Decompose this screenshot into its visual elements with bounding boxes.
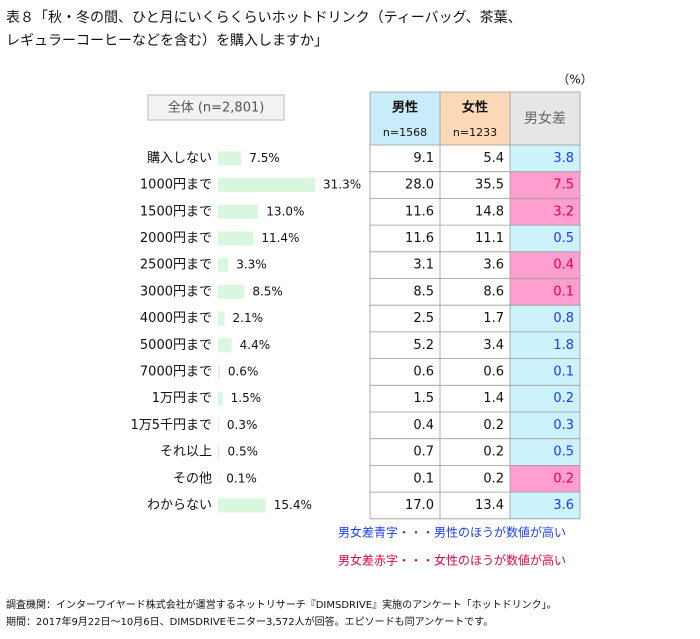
footer-line: 期間：2017年9月22日～10月6日、DIMSDRIVEモニター3,572人が… <box>6 615 493 628</box>
bar <box>218 258 228 272</box>
category-label: 3000円まで <box>140 284 212 299</box>
table-value: 5.4 <box>483 151 504 166</box>
table-value: 9.1 <box>413 151 434 166</box>
table-value: 13.4 <box>475 498 504 513</box>
table-value: 8.6 <box>483 284 504 299</box>
diff-value: 0.5 <box>553 231 574 246</box>
table-value: 11.6 <box>405 204 434 219</box>
table-value: 1.5 <box>413 391 434 406</box>
table-value: 0.7 <box>413 445 434 460</box>
category-label: 4000円まで <box>140 311 212 326</box>
note: 男女差赤字・・・女性のほうが数値が高い <box>338 553 566 568</box>
category-label: 1万5千円まで <box>130 418 212 433</box>
bar <box>218 312 225 326</box>
value-label: 0.5% <box>228 445 258 459</box>
bar <box>218 178 315 192</box>
diff-value: 0.1 <box>553 364 574 379</box>
diff-value: 0.8 <box>553 311 574 326</box>
header-name: 女性 <box>462 100 488 116</box>
bar <box>218 392 223 406</box>
value-label: 13.0% <box>266 204 304 218</box>
title-line: レギュラーコーヒーなどを含む）を購入しますか」 <box>6 33 328 49</box>
bar <box>218 338 232 352</box>
table-value: 28.0 <box>405 178 434 193</box>
header-n: n=1233 <box>453 126 497 139</box>
table-value: 0.2 <box>483 471 504 486</box>
table-value: 35.5 <box>475 178 504 193</box>
diff-value: 3.2 <box>553 204 574 219</box>
footer-line: 調査機関：インターワイヤード株式会社が運営するネットリサーチ『DIMSDRIVE… <box>6 598 557 611</box>
diff-value: 3.6 <box>553 498 574 513</box>
table-value: 3.4 <box>483 338 504 353</box>
table-value: 1.7 <box>483 311 504 326</box>
table-value: 0.6 <box>483 364 504 379</box>
table-value: 0.2 <box>483 418 504 433</box>
bar <box>218 151 241 165</box>
category-label: 購入しない <box>147 151 212 166</box>
unit: （%） <box>557 73 592 87</box>
table-value: 14.8 <box>475 204 504 219</box>
table-value: 1.4 <box>483 391 504 406</box>
note: 男女差青字・・・男性のほうが数値が高い <box>338 525 566 540</box>
category-label: 5000円まで <box>140 338 212 353</box>
category-label: 2500円まで <box>140 258 212 273</box>
diff-value: 0.3 <box>553 418 574 433</box>
value-label: 0.1% <box>226 471 257 485</box>
diff-value: 1.8 <box>553 338 574 353</box>
diff-value: 7.5 <box>553 178 574 193</box>
table-value: 3.1 <box>413 258 434 273</box>
bar <box>218 418 219 432</box>
diff-value: 0.2 <box>553 471 574 486</box>
bar <box>218 231 253 245</box>
category-label: 7000円まで <box>140 364 212 379</box>
title-line: 表８「秋・冬の間、ひと月にいくらくらいホットドリンク（ティーバッグ、茶葉、 <box>6 10 522 26</box>
bar <box>218 205 258 219</box>
diff-value: 0.4 <box>553 258 574 273</box>
value-label: 8.5% <box>252 284 283 298</box>
header-name: 男女差 <box>524 110 566 127</box>
value-label: 4.4% <box>240 338 271 352</box>
header-n: n=1568 <box>383 126 427 139</box>
diff-value: 0.1 <box>553 284 574 299</box>
category-label: それ以上 <box>160 445 212 460</box>
category-label: わからない <box>147 498 212 513</box>
category-label: 1500円まで <box>140 204 212 219</box>
table-value: 11.6 <box>405 231 434 246</box>
bar <box>218 365 220 379</box>
diff-value: 3.8 <box>553 151 574 166</box>
table-value: 5.2 <box>413 338 434 353</box>
bar <box>218 445 220 459</box>
bar <box>218 285 244 299</box>
table-value: 0.6 <box>413 364 434 379</box>
category-label: 1000円まで <box>140 178 212 193</box>
table-value: 3.6 <box>483 258 504 273</box>
category-label: 1万円まで <box>152 391 212 406</box>
diff-value: 0.5 <box>553 445 574 460</box>
table-value: 0.2 <box>483 445 504 460</box>
table-value: 0.1 <box>413 471 434 486</box>
table-value: 17.0 <box>405 498 434 513</box>
category-label: 2000円まで <box>140 231 212 246</box>
bar <box>218 498 266 512</box>
value-label: 3.3% <box>236 258 266 272</box>
diff-value: 0.2 <box>553 391 574 406</box>
category-label: その他 <box>173 471 212 486</box>
overall-label: 全体 (n=2,801) <box>168 100 265 116</box>
table-value: 11.1 <box>475 231 504 246</box>
header-name: 男性 <box>392 100 418 116</box>
table-value: 8.5 <box>413 284 434 299</box>
value-label: 0.3% <box>227 418 258 432</box>
value-label: 31.3% <box>323 178 361 192</box>
value-label: 11.4% <box>261 231 299 245</box>
value-label: 15.4% <box>274 498 312 512</box>
value-label: 1.5% <box>231 391 262 405</box>
value-label: 7.5% <box>249 151 280 165</box>
table-value: 2.5 <box>413 311 434 326</box>
table-value: 0.4 <box>413 418 434 433</box>
value-label: 0.6% <box>228 364 258 378</box>
value-label: 2.1% <box>233 311 264 325</box>
